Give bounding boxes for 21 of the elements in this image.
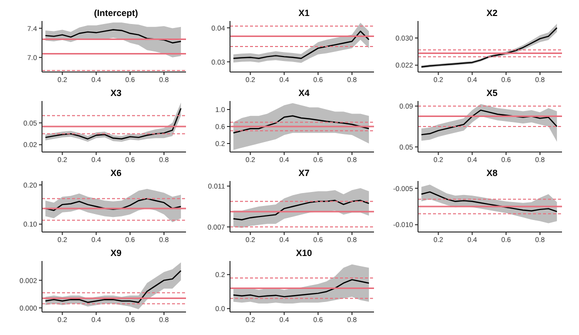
line-series — [44, 270, 182, 303]
chart-title: X6 — [109, 168, 122, 179]
line-series — [44, 108, 182, 140]
line-series — [44, 198, 182, 212]
chart-title: X3 — [109, 88, 122, 99]
chart-title: X5 — [485, 88, 498, 99]
chart-title: X4 — [297, 88, 310, 99]
line-series — [232, 30, 370, 59]
line-series — [44, 29, 182, 44]
chart-title: X2 — [485, 8, 498, 19]
chart-title: X7 — [297, 168, 310, 179]
line-series — [232, 200, 370, 220]
chart-title: (Intercept) — [92, 8, 139, 19]
line-series — [232, 115, 370, 134]
chart-title: X9 — [109, 248, 122, 259]
chart-title: X10 — [294, 248, 313, 259]
chart-title: X8 — [485, 168, 498, 179]
line-series — [420, 191, 558, 212]
chart-title: X1 — [297, 8, 310, 19]
line-series — [420, 110, 558, 136]
line-series — [232, 279, 370, 298]
